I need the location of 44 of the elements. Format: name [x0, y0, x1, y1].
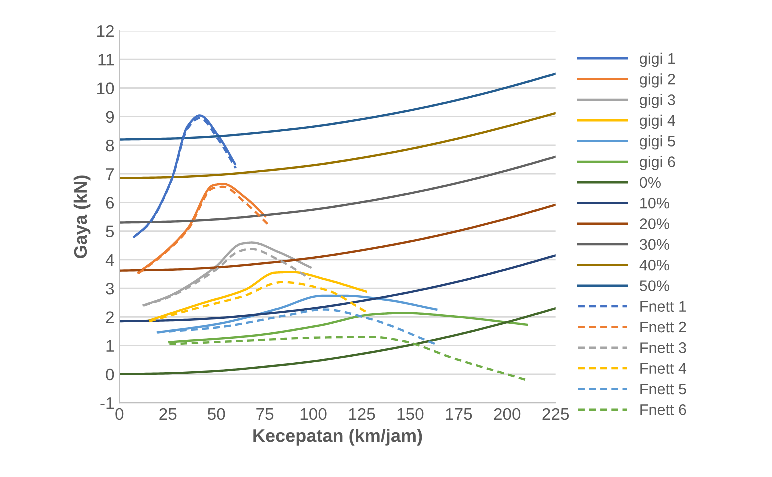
y-tick-label: 8: [106, 140, 114, 152]
x-tick-label: 225: [542, 408, 570, 420]
y-tick-label: 12: [98, 25, 114, 38]
legend-label: gigi 3: [640, 94, 676, 108]
x-tick-label: 125: [349, 408, 376, 420]
y-tick-label: 5: [106, 226, 114, 238]
legend-label: Fnett 5: [640, 384, 686, 395]
legend-label: 20%: [640, 218, 670, 230]
x-axis-title: Kecepatan (km/jam): [254, 429, 422, 446]
legend-label: Fnett 3: [640, 342, 686, 354]
y-tick-label: -1: [100, 398, 114, 410]
legend-label: gigi 5: [640, 136, 676, 150]
x-tick-label: 0: [116, 408, 124, 420]
legend-label: gigi 1: [640, 52, 676, 68]
legend-label: 50%: [640, 280, 670, 292]
y-tick-label: 1: [106, 340, 114, 352]
legend-label: gigi 4: [640, 114, 676, 130]
y-tick-label: 2: [106, 312, 114, 324]
legend-label: 40%: [640, 260, 670, 271]
x-tick-label: 150: [398, 408, 424, 420]
legend-label: Fnett 2: [640, 322, 686, 333]
x-tick-label: 50: [208, 408, 226, 420]
y-tick-label: 6: [106, 197, 114, 209]
legend-label: 30%: [640, 239, 670, 250]
y-tick-label: 4: [106, 254, 114, 266]
legend-label: Fnett 1: [640, 301, 686, 312]
legend-label: 10%: [640, 198, 670, 209]
x-tick-label: 25: [160, 408, 177, 420]
y-tick-label: 11: [98, 54, 114, 66]
x-tick-label: 100: [300, 408, 327, 420]
legend-label: 0%: [640, 177, 661, 188]
y-tick-label: 7: [106, 168, 114, 180]
y-axis-title: Gaya (kN): [74, 176, 91, 258]
x-tick-label: 75: [256, 408, 274, 420]
y-tick-label: 9: [106, 111, 114, 124]
x-tick-label: 175: [446, 408, 472, 420]
legend-label: gigi 6: [640, 156, 676, 170]
legend-label: gigi 2: [640, 74, 676, 88]
y-tick-label: 0: [106, 368, 114, 381]
legend-label: Fnett 6: [640, 404, 686, 416]
x-tick-label: 200: [494, 408, 521, 420]
y-tick-label: 10: [98, 82, 114, 94]
legend-label: Fnett 4: [640, 363, 687, 374]
y-tick-label: 3: [106, 282, 114, 295]
